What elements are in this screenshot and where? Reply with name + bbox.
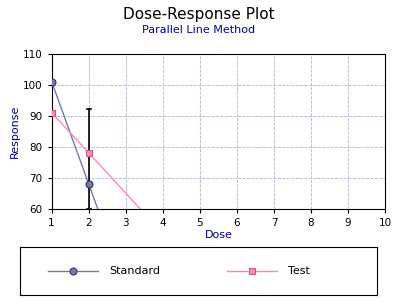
Text: Dose-Response Plot: Dose-Response Plot xyxy=(123,7,274,22)
X-axis label: Dose: Dose xyxy=(204,230,232,240)
Text: Parallel Line Method: Parallel Line Method xyxy=(142,25,255,35)
Y-axis label: Response: Response xyxy=(10,104,20,158)
Text: Standard: Standard xyxy=(109,266,160,276)
Text: Test: Test xyxy=(288,266,310,276)
